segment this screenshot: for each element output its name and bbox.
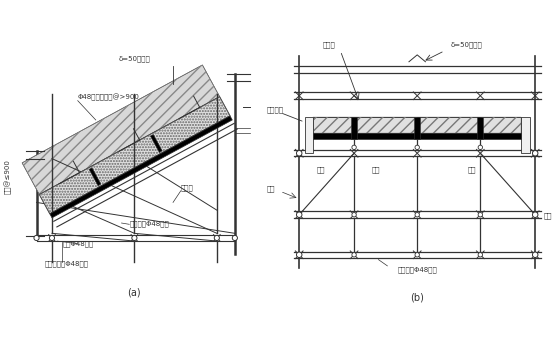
Bar bbox=[305, 117, 313, 153]
Circle shape bbox=[415, 213, 419, 217]
Bar bbox=[351, 117, 357, 139]
Circle shape bbox=[49, 235, 54, 240]
Text: 斜攮Φ48钗管: 斜攮Φ48钗管 bbox=[62, 240, 94, 247]
Text: 钗模板: 钗模板 bbox=[181, 185, 194, 191]
Circle shape bbox=[478, 252, 483, 257]
Text: 立杆@≤900: 立杆@≤900 bbox=[4, 159, 12, 194]
Text: Φ48钗管横拉杆@>900: Φ48钗管横拉杆@>900 bbox=[78, 94, 139, 101]
Polygon shape bbox=[151, 134, 162, 152]
Circle shape bbox=[296, 252, 302, 258]
Circle shape bbox=[214, 235, 220, 240]
Text: (a): (a) bbox=[128, 287, 141, 297]
Bar bbox=[414, 117, 420, 139]
Text: 背杆: 背杆 bbox=[468, 166, 477, 173]
Text: 钗模: 钗模 bbox=[372, 166, 380, 173]
Text: 纵横背杆Φ48钗管: 纵横背杆Φ48钗管 bbox=[398, 267, 437, 273]
Circle shape bbox=[415, 145, 419, 150]
Polygon shape bbox=[39, 97, 230, 214]
Circle shape bbox=[533, 212, 538, 217]
Bar bbox=[313, 117, 521, 133]
Text: 钗管拉杆: 钗管拉杆 bbox=[266, 106, 283, 113]
Circle shape bbox=[296, 212, 302, 217]
Text: 钗模板: 钗模板 bbox=[323, 42, 336, 48]
Polygon shape bbox=[89, 168, 101, 186]
Text: 木模: 木模 bbox=[317, 166, 325, 173]
Text: (b): (b) bbox=[410, 293, 424, 303]
Circle shape bbox=[232, 235, 237, 240]
Circle shape bbox=[533, 252, 538, 258]
Polygon shape bbox=[50, 116, 232, 218]
Circle shape bbox=[533, 151, 538, 156]
Text: 纵横水平杆Φ48钗管: 纵横水平杆Φ48钗管 bbox=[44, 261, 88, 267]
Text: 纵横背杆Φ48钗管: 纵横背杆Φ48钗管 bbox=[129, 221, 169, 227]
Text: 立杆: 立杆 bbox=[543, 212, 552, 219]
Bar bbox=[477, 117, 483, 139]
Circle shape bbox=[132, 235, 137, 240]
Bar bbox=[313, 117, 521, 133]
Circle shape bbox=[415, 252, 419, 257]
Polygon shape bbox=[22, 65, 220, 194]
Circle shape bbox=[352, 213, 356, 217]
Circle shape bbox=[478, 213, 483, 217]
Circle shape bbox=[478, 145, 483, 150]
Circle shape bbox=[34, 235, 39, 240]
Text: δ=50踏步状: δ=50踏步状 bbox=[119, 56, 150, 62]
Circle shape bbox=[352, 145, 356, 150]
Text: 斜攮: 斜攮 bbox=[266, 186, 275, 192]
Bar bbox=[521, 117, 530, 153]
Circle shape bbox=[352, 252, 356, 257]
Bar bbox=[313, 133, 521, 139]
Circle shape bbox=[296, 151, 302, 156]
Text: δ=50踏步状: δ=50踏步状 bbox=[451, 42, 483, 48]
